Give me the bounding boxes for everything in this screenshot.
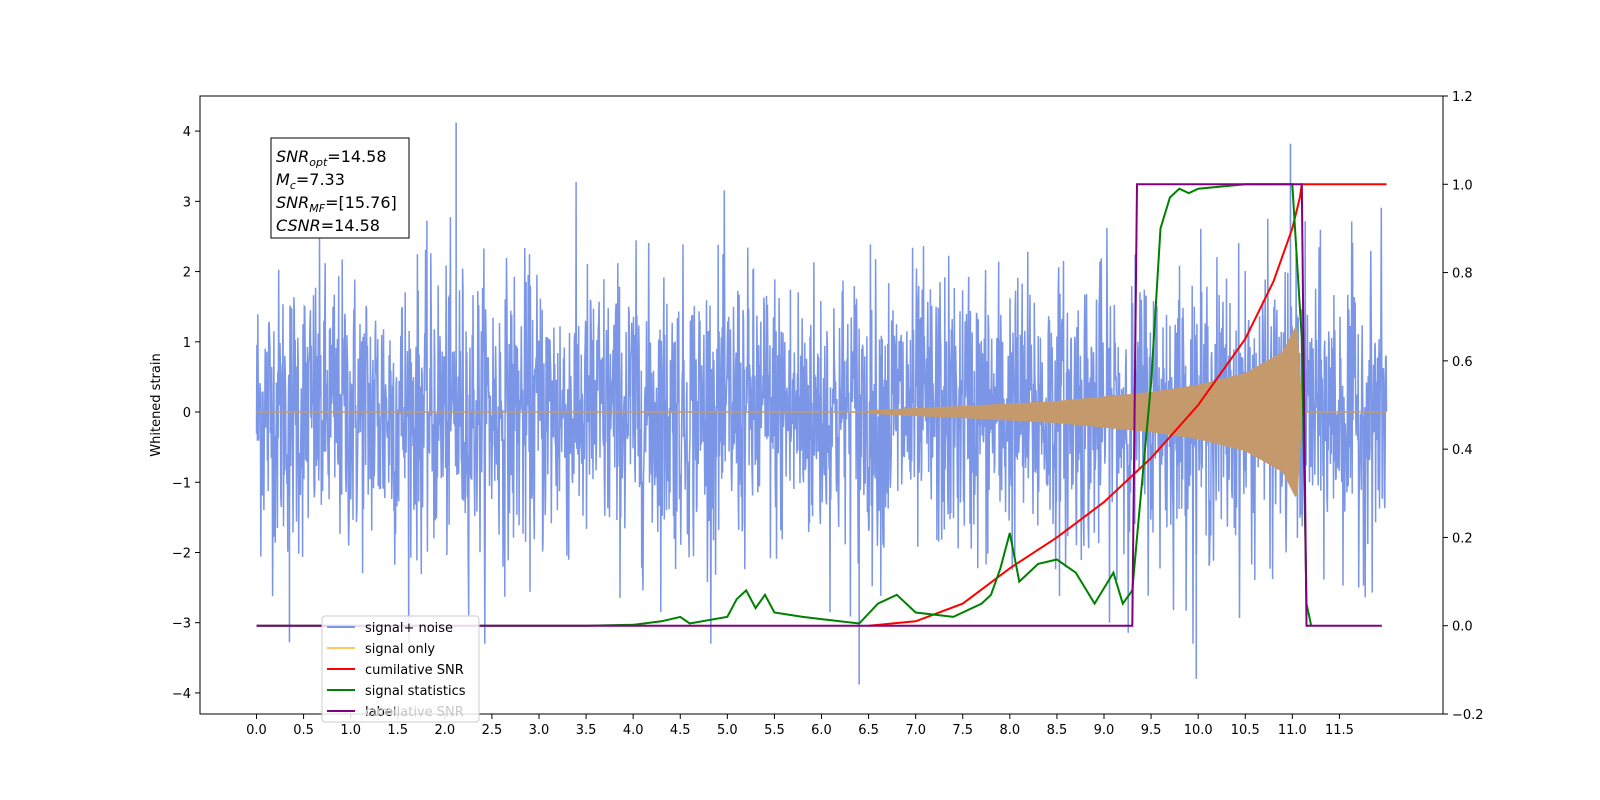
legend-frame	[321, 615, 480, 723]
annotation-box: SNRopt=14.58Mc=7.33SNRMF=[15.76]CSNR=14.…	[270, 137, 410, 239]
x-tick-label: 8.0	[999, 723, 1020, 738]
y-tick-label: 0	[183, 406, 191, 421]
x-tick-label: 11.5	[1325, 723, 1354, 738]
x-axis: 0.0 0.5 1.0 1.5 2.0 2.5 3.0 3.5 4.0 4.5 5.0 5.5 6.0 6…	[246, 714, 1354, 738]
y-axis-right: 1.2 1.0 0.8 0.6 0.4 0.2 0.0 −0.2	[1443, 90, 1484, 723]
x-tick-label: 4.0	[623, 723, 644, 738]
y-tick-label: −4	[172, 687, 191, 702]
x-tick-label: 8.5	[1047, 723, 1068, 738]
annotation-line: CSNR=14.58	[276, 216, 380, 235]
x-tick-label: 5.0	[717, 723, 738, 738]
y-axis-left: 4 3 2 1 0 −1 −2 −3 −4	[172, 125, 200, 702]
x-tick-label: 0.5	[293, 723, 314, 738]
legend-label: signal only	[365, 642, 435, 657]
legend-label: cumilative SNR	[365, 663, 464, 678]
x-tick-label: 1.0	[340, 723, 361, 738]
x-tick-label: 9.0	[1094, 723, 1115, 738]
x-tick-label: 5.5	[764, 723, 785, 738]
y2-tick-label: 0.4	[1452, 443, 1473, 458]
y-tick-label: 3	[183, 195, 191, 210]
y2-tick-label: 0.2	[1452, 531, 1473, 546]
x-tick-label: 3.0	[529, 723, 550, 738]
legend-label: signal statistics	[365, 684, 466, 699]
y-tick-label: 1	[183, 336, 191, 351]
legend: signal+ noise signal only cumilative SNR si…	[321, 615, 480, 723]
label-line	[256, 183, 1382, 627]
x-tick-label: 10.0	[1184, 723, 1213, 738]
y2-tick-label: 1.0	[1452, 178, 1473, 193]
x-tick-label: 7.5	[952, 723, 973, 738]
legend-label: label	[365, 705, 396, 720]
y2-tick-label: −0.2	[1452, 708, 1484, 723]
annotation-line: SNRopt=14.58	[276, 147, 387, 169]
series-label	[256, 183, 1382, 627]
annotation-line: SNRMF=[15.76]	[276, 193, 397, 215]
x-tick-label: 9.5	[1141, 723, 1162, 738]
x-tick-label: 11.0	[1278, 723, 1307, 738]
y2-tick-label: 0.6	[1452, 355, 1473, 370]
plot-area	[255, 122, 1388, 685]
legend-ghost-text: cumilative SNR	[365, 705, 464, 720]
legend-label: signal+ noise	[365, 621, 453, 636]
signal-statistics-line	[256, 183, 1313, 627]
x-tick-label: 10.5	[1231, 723, 1260, 738]
x-tick-label: 1.5	[387, 723, 408, 738]
annotation-frame	[270, 137, 410, 239]
x-tick-label: 6.0	[811, 723, 832, 738]
y2-tick-label: 0.0	[1452, 620, 1473, 635]
x-tick-label: 6.5	[858, 723, 879, 738]
y-tick-label: −3	[172, 617, 191, 632]
series-signal-only	[256, 326, 1387, 498]
y2-tick-label: 1.2	[1452, 90, 1473, 105]
y-tick-label: −1	[172, 476, 191, 491]
y-tick-label: −2	[172, 546, 191, 561]
y2-tick-label: 0.8	[1452, 267, 1473, 282]
y-axis-label: Whitened strain	[149, 353, 164, 456]
y-tick-label: 4	[183, 125, 191, 140]
signal-chirp	[867, 326, 1303, 498]
x-tick-label: 3.5	[576, 723, 597, 738]
x-tick-label: 0.0	[246, 723, 267, 738]
annotation-line: Mc=7.33	[276, 170, 345, 192]
x-tick-label: 2.0	[434, 723, 455, 738]
x-tick-label: 7.0	[905, 723, 926, 738]
x-tick-label: 2.5	[482, 723, 503, 738]
y-tick-label: 2	[183, 266, 191, 281]
series-signal-statistics	[256, 183, 1313, 627]
x-tick-label: 4.5	[670, 723, 691, 738]
